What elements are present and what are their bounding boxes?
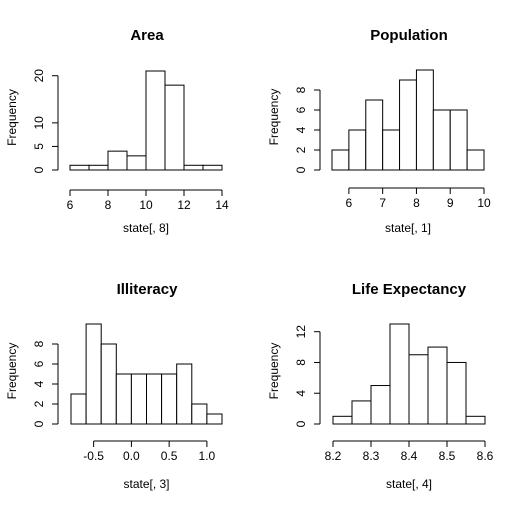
histogram-bar bbox=[146, 373, 163, 425]
histogram-bar bbox=[70, 393, 87, 425]
x-tick-label: 7 bbox=[379, 196, 386, 210]
x-tick-label: 6 bbox=[67, 198, 74, 212]
y-tick-label: 4 bbox=[32, 380, 46, 387]
chart-title: Population bbox=[370, 27, 448, 44]
histogram-bar bbox=[88, 164, 109, 171]
y-tick-label: 8 bbox=[294, 86, 308, 93]
y-axis-title: Frequency bbox=[5, 89, 19, 146]
y-tick-label: 4 bbox=[294, 126, 308, 133]
x-tick-label: 0.5 bbox=[161, 449, 178, 463]
x-tick-label: -0.5 bbox=[83, 449, 104, 463]
y-axis-title: Frequency bbox=[267, 89, 281, 146]
x-tick-label: 8.5 bbox=[439, 449, 456, 463]
histogram-bar bbox=[449, 109, 468, 171]
x-tick-label: 12 bbox=[177, 198, 191, 212]
x-tick-label: 1.0 bbox=[199, 449, 216, 463]
histogram-bar bbox=[191, 403, 208, 425]
x-axis-title: state[, 8] bbox=[123, 221, 169, 235]
histogram-bar bbox=[365, 99, 384, 171]
y-tick-label: 4 bbox=[294, 390, 308, 397]
histogram-bar bbox=[370, 385, 391, 425]
y-tick-label: 2 bbox=[32, 400, 46, 407]
histogram-bar bbox=[331, 149, 350, 171]
histogram-bar bbox=[432, 109, 451, 171]
y-axis-title: Frequency bbox=[5, 343, 19, 400]
x-axis-title: state[, 3] bbox=[123, 477, 169, 491]
x-tick-label: 8.3 bbox=[363, 449, 380, 463]
y-tick-label: 10 bbox=[32, 116, 46, 130]
histogram-bar bbox=[408, 354, 429, 425]
x-tick-label: 0.0 bbox=[123, 449, 140, 463]
y-tick-label: 5 bbox=[32, 143, 46, 150]
x-axis-title: state[, 1] bbox=[385, 221, 431, 235]
histogram-bar bbox=[202, 164, 223, 171]
histogram-bar bbox=[145, 70, 166, 171]
x-tick-label: 6 bbox=[346, 196, 353, 210]
histogram-bar bbox=[100, 343, 117, 425]
y-tick-label: 2 bbox=[294, 146, 308, 153]
histogram-bar bbox=[466, 149, 485, 171]
y-tick-label: 0 bbox=[32, 420, 46, 427]
x-tick-label: 8.4 bbox=[401, 449, 418, 463]
histogram-bar bbox=[465, 415, 486, 425]
histogram-bar bbox=[161, 373, 178, 425]
histogram-bar bbox=[446, 361, 467, 425]
y-tick-label: 0 bbox=[32, 166, 46, 173]
histogram-bar bbox=[176, 363, 193, 425]
histogram-bar bbox=[206, 413, 223, 425]
histogram-bar bbox=[85, 323, 102, 425]
x-tick-label: 8.6 bbox=[477, 449, 494, 463]
histogram-bar bbox=[427, 346, 448, 425]
x-tick-label: 10 bbox=[139, 198, 153, 212]
histogram-bar bbox=[164, 84, 185, 171]
y-tick-label: 12 bbox=[294, 325, 308, 339]
y-tick-label: 8 bbox=[294, 359, 308, 366]
y-tick-label: 6 bbox=[294, 106, 308, 113]
histogram-bar bbox=[382, 129, 401, 171]
chart-title: Illiteracy bbox=[117, 281, 179, 298]
y-tick-label: 8 bbox=[32, 340, 46, 347]
chart-title: Life Expectancy bbox=[352, 281, 467, 298]
histogram-bar bbox=[415, 69, 434, 171]
x-tick-label: 14 bbox=[215, 198, 229, 212]
x-axis-title: state[, 4] bbox=[386, 477, 432, 491]
histogram-bar bbox=[115, 373, 132, 425]
y-tick-label: 20 bbox=[32, 69, 46, 83]
y-axis-title: Frequency bbox=[267, 343, 281, 400]
y-tick-label: 0 bbox=[294, 420, 308, 427]
x-tick-label: 9 bbox=[447, 196, 454, 210]
histogram-bar bbox=[351, 400, 372, 425]
x-tick-label: 8 bbox=[105, 198, 112, 212]
y-tick-label: 0 bbox=[294, 166, 308, 173]
histogram-bar bbox=[399, 79, 417, 171]
y-tick-label: 6 bbox=[32, 360, 46, 367]
x-tick-label: 8.2 bbox=[325, 449, 342, 463]
x-tick-label: 8 bbox=[413, 196, 420, 210]
chart-title: Area bbox=[130, 27, 164, 44]
histogram-bar bbox=[130, 373, 147, 425]
histogram-bar bbox=[389, 323, 410, 425]
histogram-bar bbox=[332, 415, 353, 425]
histogram-bar bbox=[107, 150, 128, 171]
x-tick-label: 10 bbox=[477, 196, 491, 210]
histogram-bar bbox=[348, 129, 367, 171]
histogram-bar bbox=[183, 164, 204, 171]
histogram-bar bbox=[126, 155, 147, 171]
histogram-bar bbox=[69, 164, 90, 171]
